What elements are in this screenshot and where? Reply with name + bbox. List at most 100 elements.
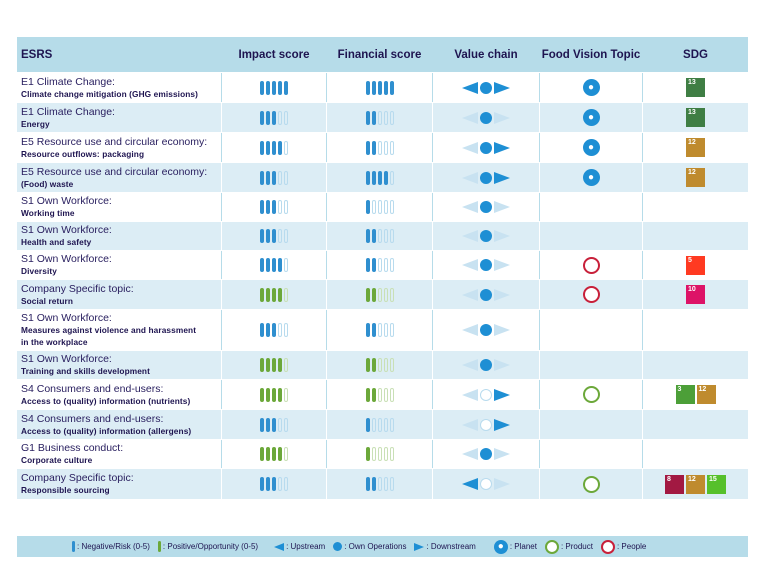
product-icon <box>582 386 600 403</box>
score-bar-empty <box>278 229 282 243</box>
score-bar-empty <box>377 110 382 125</box>
sdg-5-icon: 5 <box>686 255 705 275</box>
impact-score-bars <box>260 387 288 402</box>
score-bar-filled <box>272 170 276 185</box>
esrs-cell: G1 Business conduct: Corporate culture <box>17 440 222 468</box>
esrs-cell: E5 Resource use and circular economy: (Fo… <box>17 163 222 192</box>
score-bar-empty <box>278 477 282 491</box>
esrs-cell: E1 Climate Change: Climate change mitigat… <box>17 73 222 102</box>
score-bar-filled <box>272 417 276 432</box>
score-bar-filled <box>377 80 382 95</box>
sdg-12-icon: 12 <box>686 138 705 157</box>
score-bar-empty <box>371 447 376 461</box>
score-bar-filled <box>365 287 370 302</box>
sdg-cell <box>643 440 748 468</box>
sdg-cell: 12 <box>643 163 748 192</box>
own-operations-dot-icon <box>480 201 492 213</box>
upstream-arrow-icon <box>462 230 478 242</box>
value-chain <box>462 448 510 460</box>
financial-score-bars <box>365 323 394 337</box>
score-bar-empty <box>377 140 382 155</box>
score-bar-filled <box>377 170 382 185</box>
score-bar-filled <box>272 229 276 243</box>
legend-planet-label: : Planet <box>509 542 537 551</box>
score-bar-empty <box>389 323 394 337</box>
food-vision-topic-cell <box>540 440 643 468</box>
score-bar-filled <box>278 140 282 155</box>
financial-score-bars <box>365 110 394 125</box>
esrs-cell: S1 Own Workforce: Measures against violen… <box>17 310 222 350</box>
table-row: S1 Own Workforce: Training and skills dev… <box>17 351 748 380</box>
score-bar-empty <box>377 358 382 372</box>
table-row: S4 Consumers and end-users: Access to (qu… <box>17 380 748 410</box>
downstream-arrow-icon <box>494 288 510 301</box>
financial-score <box>327 410 433 439</box>
impact-score <box>222 222 327 250</box>
upstream-arrow-icon <box>462 81 478 94</box>
score-bar-filled <box>371 170 376 185</box>
score-bar-filled <box>365 323 370 337</box>
financial-score <box>327 222 433 250</box>
financial-score <box>327 440 433 468</box>
impact-score-bars <box>260 287 288 302</box>
upstream-arrow-icon <box>462 288 478 301</box>
impact-score-bars <box>260 200 288 214</box>
sdg-cell: 3 12 <box>643 380 748 409</box>
score-bar-filled <box>266 229 270 243</box>
value-chain-cell <box>433 222 540 250</box>
financial-score-bars <box>365 287 394 302</box>
esrs-standard: S4 Consumers and end-users: <box>21 382 164 395</box>
esrs-text: G1 Business conduct: Corporate culture <box>21 442 123 466</box>
financial-score-bars <box>365 417 394 432</box>
value-chain-cell <box>433 193 540 221</box>
own-operations-dot-icon <box>480 324 492 336</box>
score-bar-filled <box>260 110 264 125</box>
score-bar-filled <box>266 358 270 372</box>
downstream-arrow-icon <box>494 388 510 401</box>
esrs-standard: Company Specific topic: <box>21 472 134 484</box>
esrs-text: S1 Own Workforce: Training and skills dev… <box>21 353 150 377</box>
score-bar-filled <box>365 387 370 402</box>
impact-score-bars <box>260 170 288 185</box>
food-vision-topic-cell: ● <box>540 103 643 132</box>
own-operations-dot-icon <box>480 288 492 301</box>
esrs-text: S1 Own Workforce: Measures against violen… <box>21 312 206 348</box>
score-bar-empty <box>383 229 388 243</box>
impact-score-bars <box>260 229 288 243</box>
score-bar-empty <box>383 110 388 125</box>
esrs-text: E5 Resource use and circular economy: (Fo… <box>21 166 207 190</box>
financial-score <box>327 251 433 279</box>
score-bar-filled <box>272 447 276 461</box>
score-bar-empty <box>383 477 388 491</box>
downstream-arrow-icon <box>494 259 510 271</box>
value-chain <box>462 81 510 94</box>
header-value-chain: Value chain <box>433 37 540 72</box>
score-bar-empty <box>383 200 388 214</box>
food-vision-topic-cell <box>540 251 643 279</box>
score-bar-filled <box>272 477 276 491</box>
score-bar-empty <box>284 140 288 155</box>
score-bar-empty <box>389 477 394 491</box>
sdg-cell: 13 <box>643 103 748 132</box>
score-bar-filled <box>371 229 376 243</box>
food-vision-topic-cell <box>540 193 643 221</box>
score-bar-filled <box>260 447 264 461</box>
score-bar-empty <box>389 358 394 372</box>
impact-score-bars <box>260 140 288 155</box>
value-chain-cell <box>433 310 540 350</box>
score-bar-empty <box>377 477 382 491</box>
upstream-arrow-icon <box>462 201 478 213</box>
score-bar-empty <box>383 258 388 272</box>
upstream-arrow-icon <box>462 111 478 124</box>
score-bar-empty <box>383 140 388 155</box>
score-bar-filled <box>383 80 388 95</box>
own-operations-dot-icon <box>480 359 492 371</box>
score-bar-empty <box>278 323 282 337</box>
impact-score <box>222 280 327 309</box>
score-bar-filled <box>365 170 370 185</box>
score-bar-filled <box>365 229 370 243</box>
score-bar-filled <box>272 323 276 337</box>
score-bar-empty <box>389 170 394 185</box>
food-vision-topic-cell <box>540 222 643 250</box>
own-operations-dot-icon <box>480 111 492 124</box>
